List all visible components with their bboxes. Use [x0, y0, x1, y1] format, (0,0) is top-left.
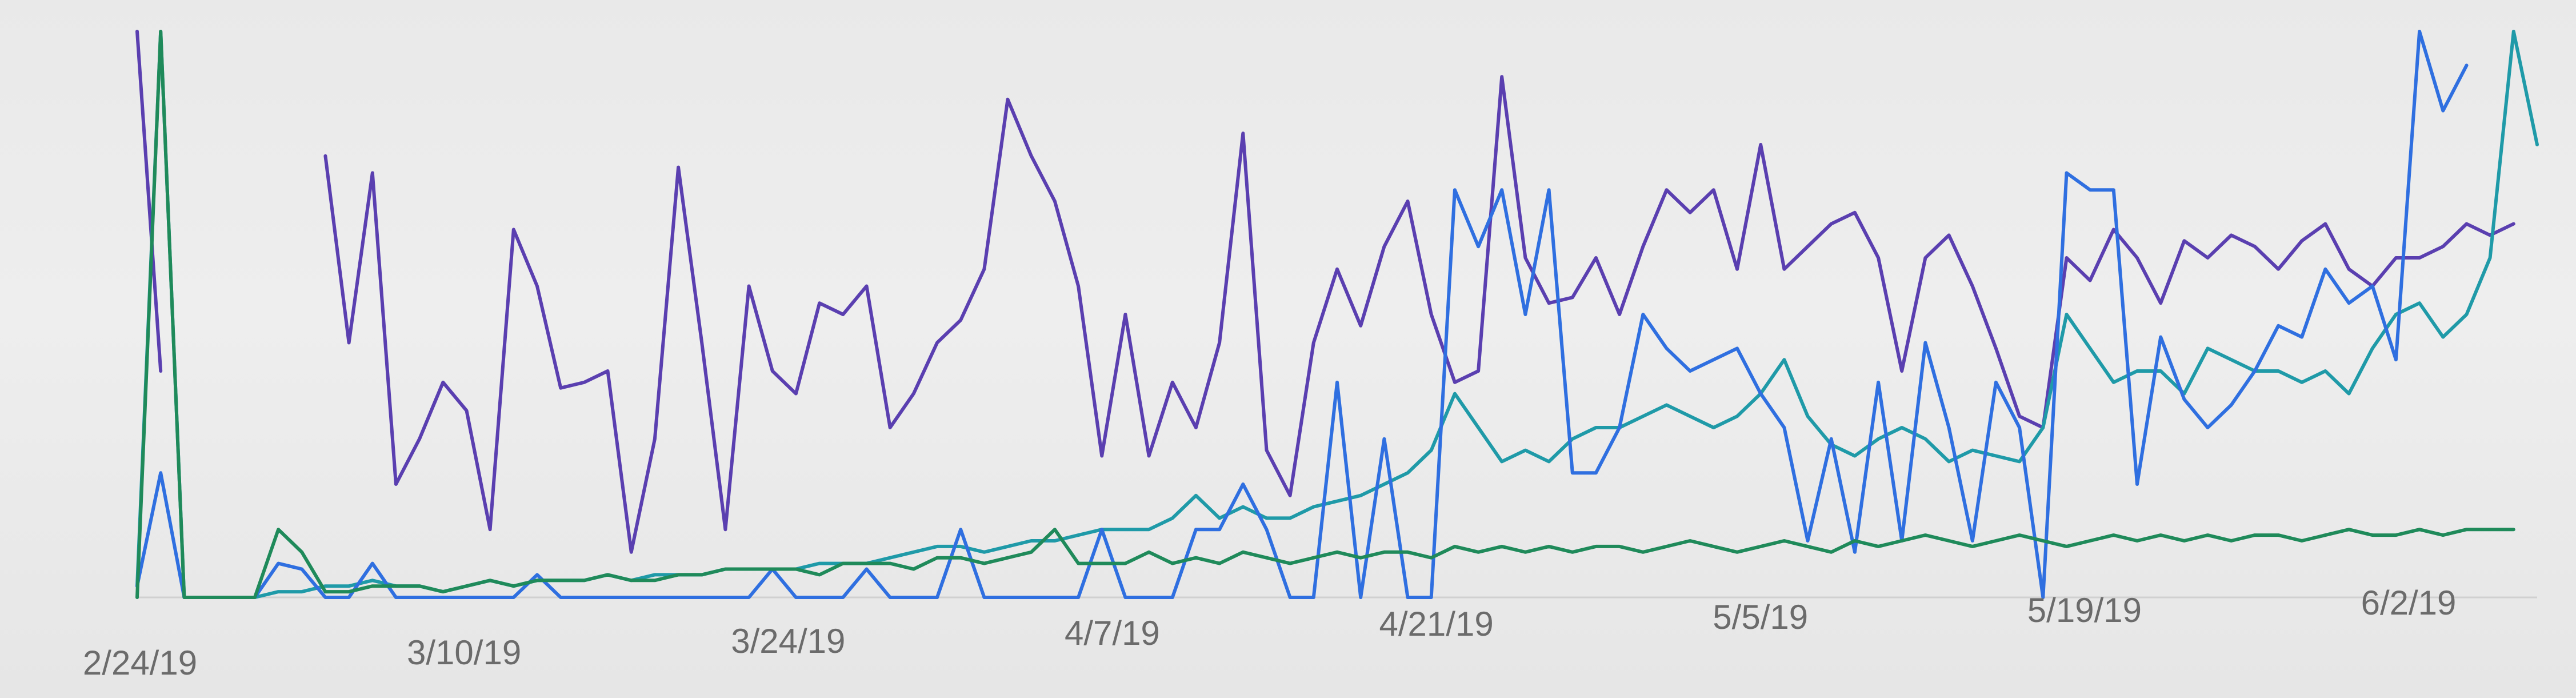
x-tick-label: 4/21/19 — [1379, 605, 1494, 643]
series-line-1 — [135, 30, 2515, 554]
x-tick-label: 3/10/19 — [407, 633, 521, 672]
series-line-3 — [135, 30, 2469, 599]
x-tick-label: 5/5/19 — [1713, 598, 1808, 636]
x-tick-label: 5/19/19 — [2027, 591, 2142, 629]
x-tick-label: 4/7/19 — [1065, 614, 1160, 652]
series-line-4 — [135, 30, 2515, 599]
series-line-2 — [135, 30, 2539, 599]
x-axis-tick-labels: 2/24/19 3/10/19 3/24/19 4/7/19 4/21/19 5/5/19… — [83, 584, 2457, 682]
x-tick-label: 2/24/19 — [83, 644, 197, 682]
x-tick-label: 3/24/19 — [731, 622, 845, 660]
x-tick-label: 6/2/19 — [2361, 584, 2457, 622]
series-group — [135, 30, 2539, 599]
